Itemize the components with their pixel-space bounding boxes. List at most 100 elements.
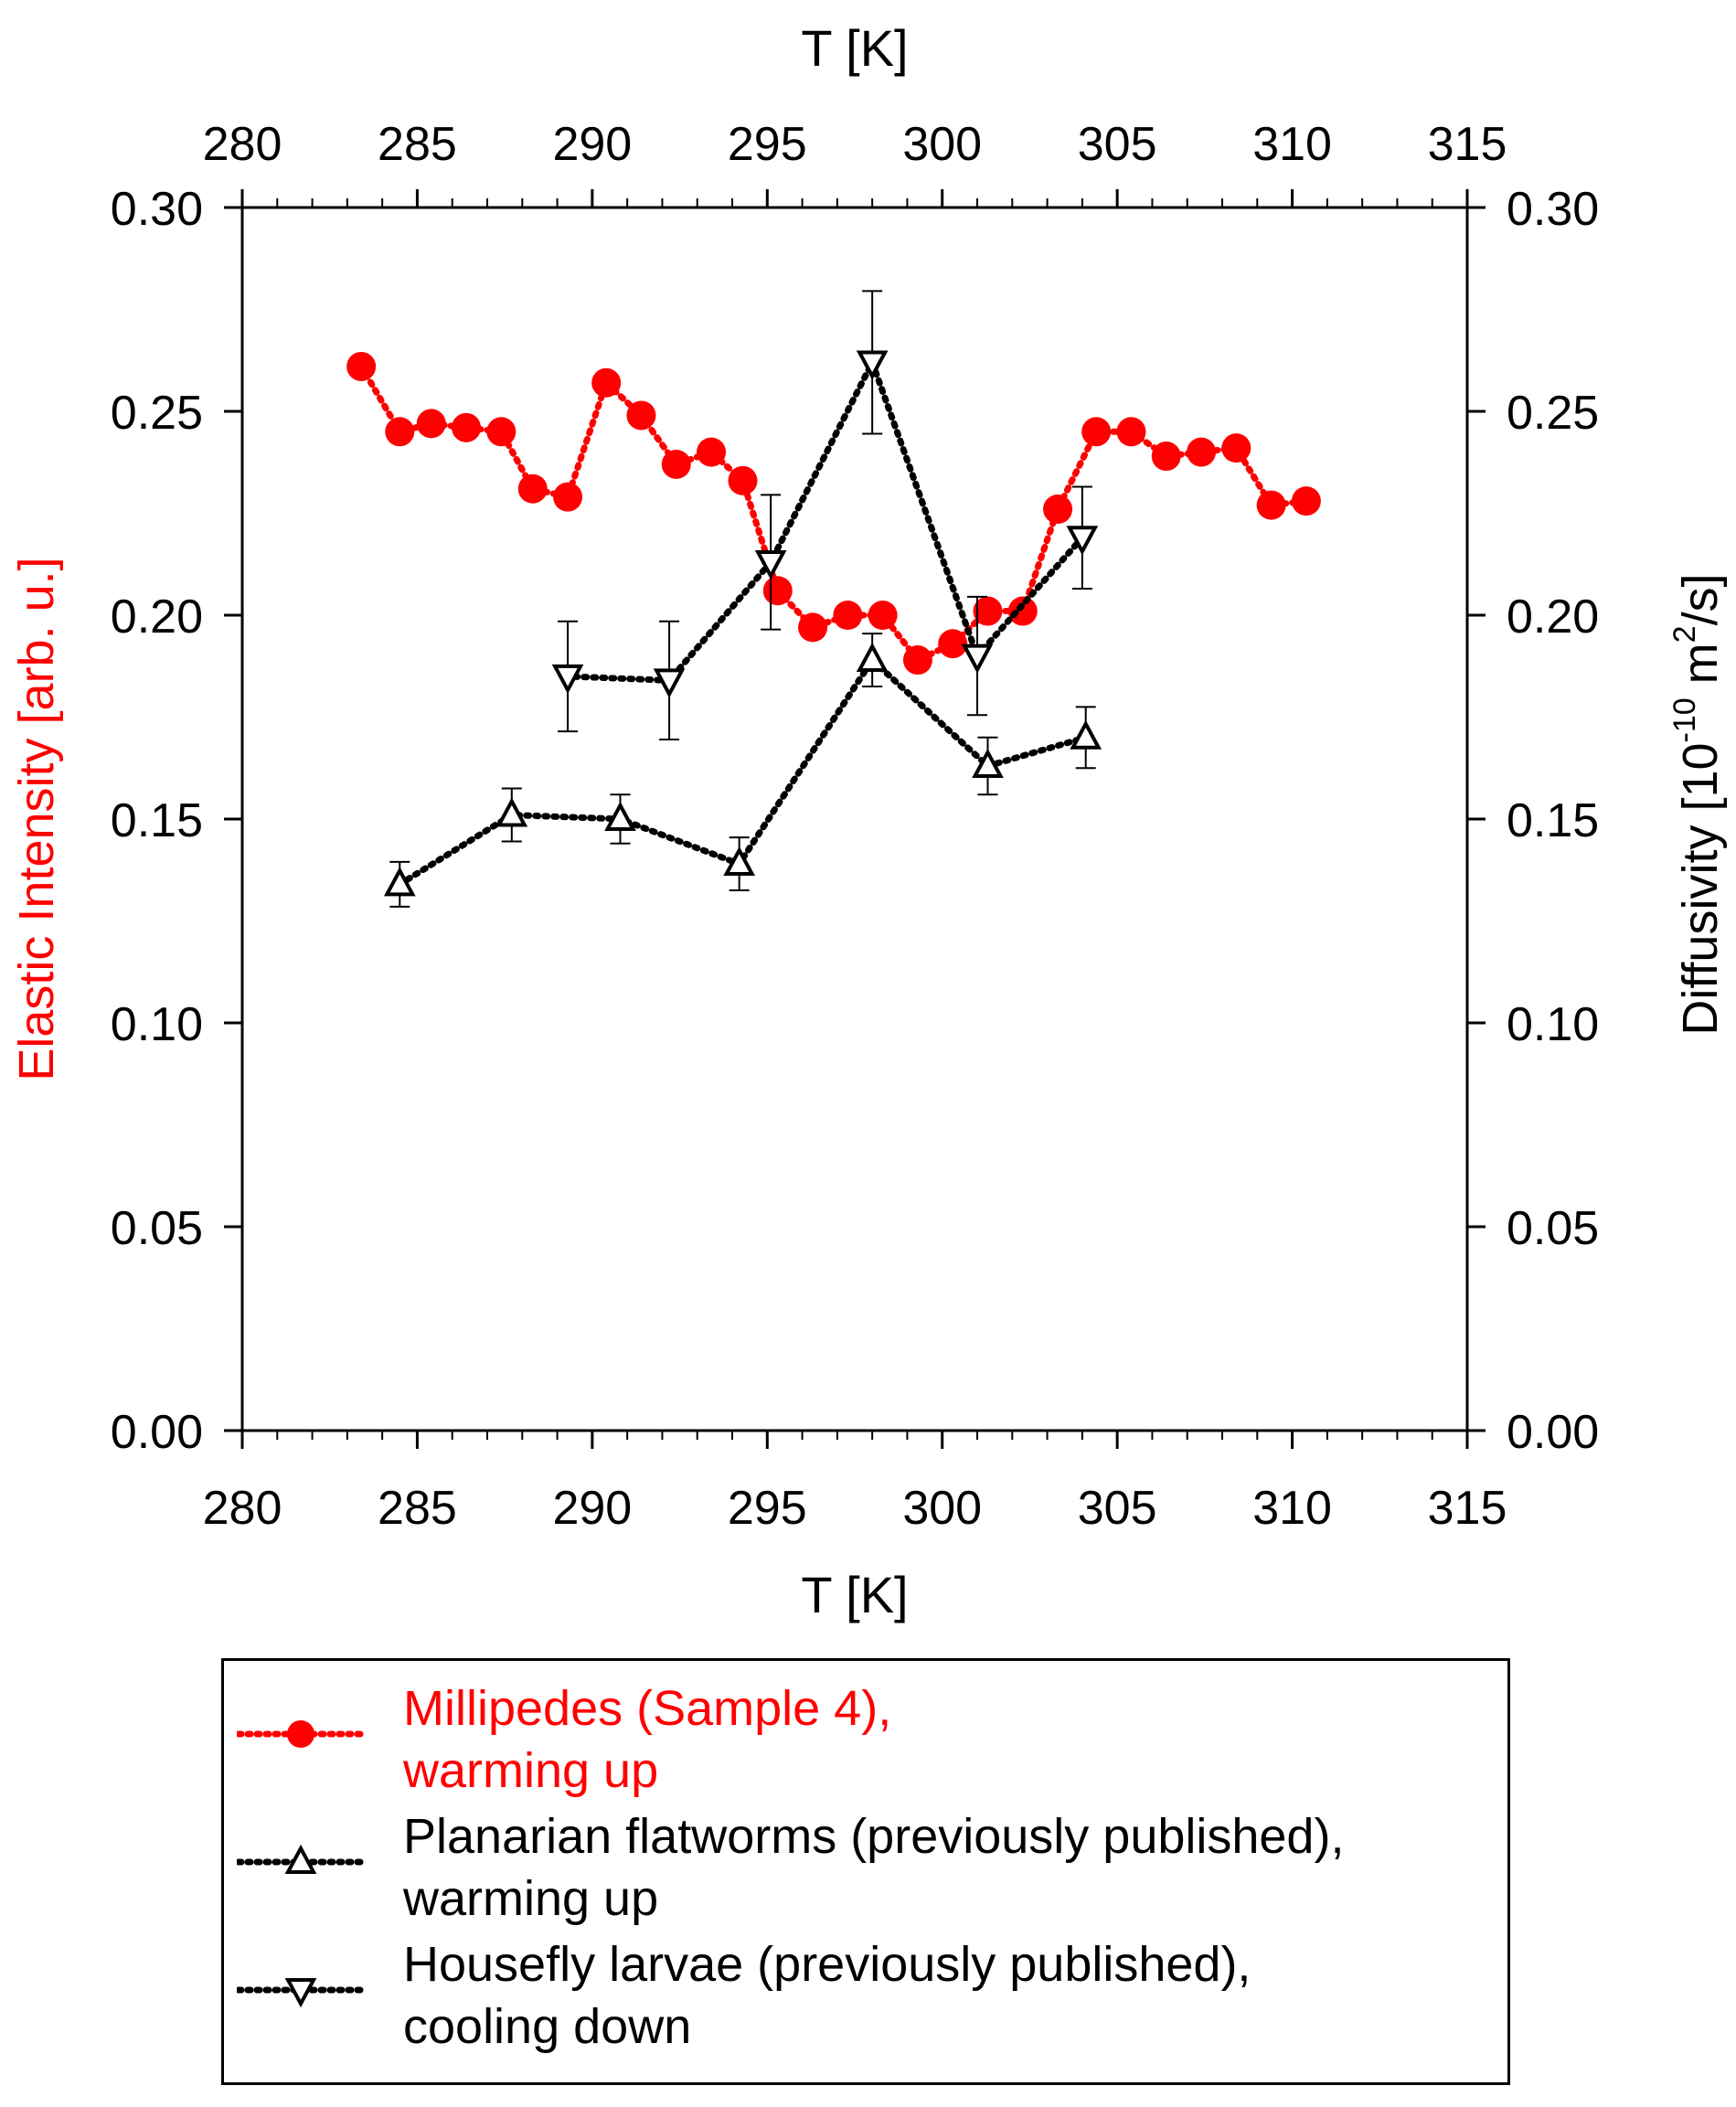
data-point — [661, 449, 691, 479]
legend-line: cooling down — [403, 1999, 692, 2054]
y2-tick-label: 0.15 — [1507, 794, 1599, 847]
y2-tick-label: 0.25 — [1507, 387, 1599, 440]
y-tick-label: 0.30 — [111, 183, 203, 236]
x-tick-label: 295 — [728, 1482, 807, 1535]
axis-ticks — [224, 189, 1486, 1449]
x-tick-label: 315 — [1428, 1482, 1507, 1535]
data-point — [591, 367, 622, 398]
x2-tick-label: 280 — [203, 118, 282, 171]
series-line — [357, 363, 1310, 665]
legend-line: Millipedes (Sample 4), — [403, 1681, 892, 1736]
data-point — [1007, 596, 1038, 626]
legend-line: Planarian flatworms (previously publishe… — [403, 1809, 1345, 1864]
data-point — [626, 400, 656, 431]
legend-label-planarian: Planarian flatworms (previously publishe… — [403, 1805, 1344, 1930]
legend: Millipedes (Sample 4), warming up Planar… — [221, 1658, 1510, 2085]
y2-tick-label: 0.00 — [1507, 1406, 1599, 1459]
data-point — [798, 612, 828, 643]
y2-title-exp-1: -10 — [1667, 697, 1702, 742]
data-point — [551, 664, 584, 695]
data-point — [1187, 437, 1217, 467]
x2-tick-label: 290 — [552, 118, 632, 171]
y-tick-label: 0.10 — [111, 998, 203, 1051]
data-point — [517, 474, 548, 504]
legend-symbol-triangle-up — [237, 1844, 365, 1874]
data-point — [856, 642, 889, 673]
y2-tick-label: 0.30 — [1507, 183, 1599, 236]
data-point — [383, 867, 416, 897]
data-point — [723, 846, 756, 877]
chart: 280 280 285 285 290 290 295 295 300 300 305 305 310 3… — [9, 19, 1728, 1623]
series-line — [564, 354, 1086, 684]
legend-line: warming up — [403, 1871, 659, 1926]
data-point — [868, 601, 898, 630]
x-tick-label: 285 — [378, 1482, 457, 1535]
data-point — [762, 576, 793, 606]
x-axis-title-bottom: T [K] — [801, 1566, 908, 1623]
y2-tick-label: 0.20 — [1507, 591, 1599, 644]
data-point — [697, 437, 727, 467]
x2-tick-label: 300 — [902, 118, 982, 171]
x2-tick-label: 305 — [1078, 118, 1157, 171]
data-point — [604, 801, 636, 831]
y-tick-label: 0.05 — [111, 1202, 203, 1255]
data-point — [346, 351, 377, 381]
data-point — [754, 550, 787, 580]
data-point — [938, 629, 968, 659]
data-point — [856, 350, 889, 380]
data-point — [553, 482, 583, 512]
x2-tick-label: 285 — [378, 118, 457, 171]
x-tick-label: 305 — [1078, 1482, 1157, 1535]
y-tick-label: 0.25 — [111, 387, 203, 440]
legend-label-millipedes: Millipedes (Sample 4), warming up — [403, 1677, 891, 1802]
y-tick-label: 0.15 — [111, 794, 203, 847]
x2-tick-label: 315 — [1428, 118, 1507, 171]
y2-title-part-1: Diffusivity [10 — [1673, 742, 1728, 1035]
data-point — [1081, 417, 1112, 447]
series-1 — [383, 633, 1102, 908]
data-point — [1116, 417, 1146, 447]
data-point — [833, 601, 863, 630]
data-point — [653, 668, 686, 698]
y2-title-part-2: m — [1673, 643, 1728, 697]
data-point — [1043, 495, 1073, 525]
data-point — [1256, 490, 1286, 520]
y-tick-label: 0.00 — [111, 1406, 203, 1459]
data-point — [1221, 433, 1251, 463]
data-point — [452, 412, 482, 442]
data-point — [486, 417, 517, 447]
series-2 — [551, 290, 1099, 741]
y-axis-title-right: Diffusivity [10-10 m2/s] — [1667, 573, 1728, 1035]
data-point — [972, 748, 1004, 779]
x2-tick-label: 295 — [728, 118, 807, 171]
y2-tick-label: 0.10 — [1507, 998, 1599, 1051]
legend-symbol-filled-circle — [237, 1720, 365, 1748]
data-point — [961, 644, 994, 674]
x-tick-label: 300 — [902, 1482, 982, 1535]
legend-line: Housefly larvae (previously published), — [403, 1937, 1251, 1992]
data-point — [1070, 719, 1102, 750]
data-point — [1291, 486, 1321, 516]
data-point — [385, 417, 415, 447]
data-point — [973, 596, 1003, 626]
x-tick-label: 310 — [1252, 1482, 1332, 1535]
legend-symbol-triangle-down — [237, 1978, 365, 2008]
y2-tick-label: 0.05 — [1507, 1202, 1599, 1255]
data-point — [902, 645, 932, 676]
y-axis-title-left: Elastic Intensity [arb. u.] — [9, 557, 64, 1080]
data-point — [416, 409, 446, 439]
x2-tick-label: 310 — [1252, 118, 1332, 171]
x-axis-title-top: T [K] — [801, 19, 908, 77]
data-point — [1066, 526, 1099, 556]
x-tick-label: 280 — [203, 1482, 282, 1535]
y-tick-label: 0.20 — [111, 591, 203, 644]
data-point — [495, 797, 528, 827]
series-layer — [346, 290, 1321, 908]
y2-title-part-3: /s] — [1673, 573, 1728, 625]
data-point — [1151, 442, 1181, 472]
x-tick-label: 290 — [552, 1482, 632, 1535]
series-0 — [346, 351, 1321, 676]
legend-line: warming up — [403, 1743, 659, 1798]
y2-title-exp-2: 2 — [1667, 625, 1702, 643]
legend-label-housefly: Housefly larvae (previously published), … — [403, 1933, 1251, 2058]
